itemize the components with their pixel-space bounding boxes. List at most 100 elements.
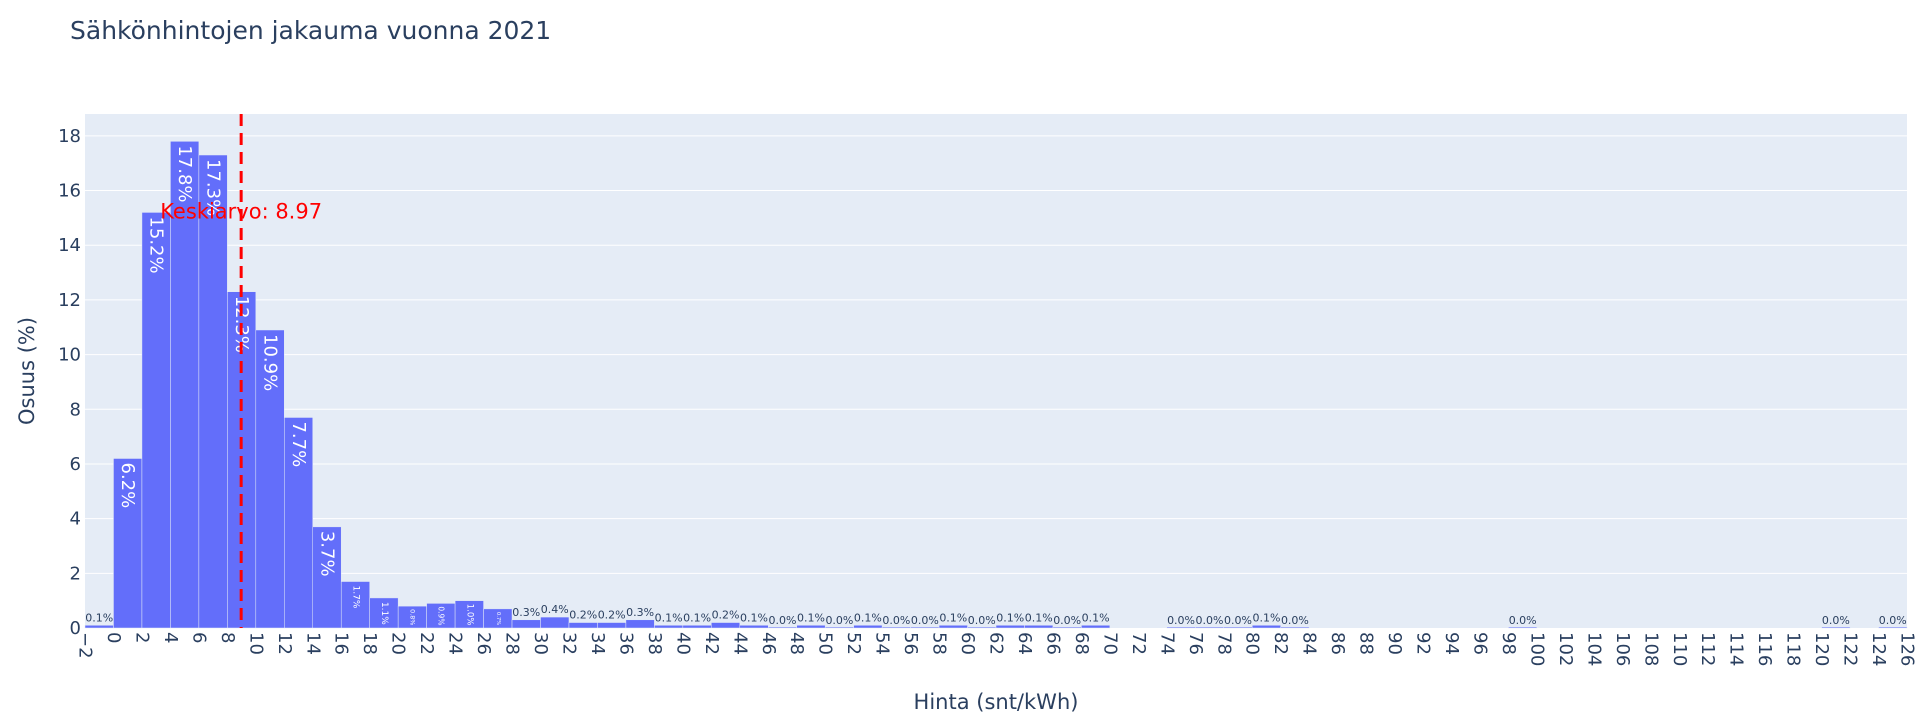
- histogram-bar: [825, 627, 853, 628]
- x-tick-label: 94: [1441, 632, 1462, 655]
- bar-value-label: 0.2%: [598, 609, 626, 622]
- x-tick-label: 36: [615, 632, 636, 655]
- y-tick-label: 8: [70, 399, 81, 420]
- x-tick-label: 74: [1156, 632, 1177, 655]
- plot-area: [85, 114, 1907, 628]
- histogram-bar: [1024, 625, 1052, 628]
- bar-value-label: 0.1%: [1252, 611, 1280, 624]
- x-tick-label: 60: [957, 632, 978, 655]
- bar-value-label: 0.1%: [683, 611, 711, 624]
- x-tick-label: −2: [75, 632, 96, 659]
- x-tick-label: 26: [473, 632, 494, 655]
- bar-value-label: 0.0%: [911, 614, 939, 627]
- histogram-bar: [1281, 627, 1309, 628]
- bar-value-label: 0.0%: [1224, 614, 1252, 627]
- y-tick-label: 2: [70, 563, 81, 584]
- x-tick-label: 38: [644, 632, 665, 655]
- x-tick-label: 78: [1213, 632, 1234, 655]
- x-tick-label: 44: [729, 632, 750, 655]
- y-tick-label: 6: [70, 454, 81, 475]
- y-tick-label: 10: [58, 345, 81, 366]
- x-tick-label: 62: [986, 632, 1007, 655]
- bar-value-label: 0.2%: [712, 609, 740, 622]
- x-tick-label: 90: [1384, 632, 1405, 655]
- bar-value-label: 0.0%: [1822, 614, 1850, 627]
- x-tick-label: 52: [843, 632, 864, 655]
- x-tick-label: 72: [1128, 632, 1149, 655]
- histogram-bar: [996, 625, 1024, 628]
- x-tick-label: 96: [1469, 632, 1490, 655]
- bar-value-label: 1.0%: [464, 604, 474, 626]
- x-tick-label: 40: [672, 632, 693, 655]
- bar-value-label: 0.3%: [512, 606, 540, 619]
- histogram-bar: [626, 620, 654, 628]
- bar-value-label: 10.9%: [260, 334, 281, 391]
- x-tick-label: 10: [245, 632, 266, 655]
- bar-value-label: 7.7%: [288, 421, 309, 467]
- histogram-bar: [541, 617, 569, 628]
- bar-value-label: 0.0%: [1167, 614, 1195, 627]
- y-tick-label: 18: [58, 126, 81, 147]
- mean-label: Keskiarvo: 8.97: [160, 199, 322, 223]
- bar-value-label: 1.1%: [379, 602, 389, 625]
- x-tick-label: 68: [1071, 632, 1092, 655]
- x-tick-label: 82: [1270, 632, 1291, 655]
- histogram-bar: [85, 625, 113, 628]
- bar-value-label: 0.1%: [854, 611, 882, 624]
- histogram-bar: [1195, 627, 1223, 628]
- y-tick-label: 16: [58, 181, 81, 202]
- x-tick-label: 30: [530, 632, 551, 655]
- x-tick-label: 100: [1526, 632, 1547, 666]
- histogram-bar: [683, 625, 711, 628]
- bar-value-label: 0.0%: [1281, 614, 1309, 627]
- x-tick-label: 8: [217, 632, 238, 643]
- x-tick-label: 18: [359, 632, 380, 655]
- bar-value-label: 0.3%: [626, 606, 654, 619]
- histogram-bar: [597, 623, 625, 628]
- x-axis-title: Hinta (snt/kWh): [914, 690, 1079, 714]
- x-tick-label: 0: [103, 632, 124, 643]
- x-tick-label: 122: [1840, 632, 1861, 666]
- bar-value-label: 0.9%: [436, 606, 445, 625]
- x-tick-label: 98: [1498, 632, 1519, 655]
- histogram-bar: [1508, 627, 1536, 628]
- histogram-bar: [512, 620, 540, 628]
- x-tick-label: 120: [1811, 632, 1832, 666]
- bar-value-label: 0.8%: [408, 609, 416, 625]
- bar-value-label: 0.0%: [1509, 614, 1537, 627]
- y-tick-label: 12: [58, 290, 81, 311]
- x-tick-label: 70: [1099, 632, 1120, 655]
- x-tick-label: 42: [701, 632, 722, 655]
- x-tick-label: 20: [388, 632, 409, 655]
- histogram-bar: [797, 625, 825, 628]
- x-tick-label: 118: [1783, 632, 1804, 666]
- x-tick-label: 64: [1014, 632, 1035, 655]
- bar-value-label: 15.2%: [146, 216, 167, 273]
- bar-value-label: 0.1%: [740, 611, 768, 624]
- x-tick-label: 126: [1897, 632, 1918, 666]
- x-tick-label: 50: [815, 632, 836, 655]
- bar-value-label: 0.1%: [655, 611, 683, 624]
- bar-value-label: 17.8%: [174, 145, 195, 202]
- x-tick-label: 14: [302, 632, 323, 655]
- histogram-bar: [1822, 627, 1850, 628]
- x-tick-label: 84: [1299, 632, 1320, 655]
- x-tick-label: 24: [445, 632, 466, 655]
- x-tick-label: 12: [274, 632, 295, 655]
- x-tick-label: 108: [1640, 632, 1661, 666]
- x-tick-label: 92: [1413, 632, 1434, 655]
- histogram-bar: [711, 623, 739, 628]
- x-axis-ticks: −2 0 2 4 6 8 10 12 14 16 18 20 22 24 26 28 30 32 34 36 38 40 4…: [75, 632, 1918, 666]
- bar-value-label: 0.1%: [85, 611, 113, 624]
- y-axis-title: Osuus (%): [15, 317, 39, 425]
- x-tick-label: 56: [900, 632, 921, 655]
- x-tick-label: 116: [1754, 632, 1775, 666]
- bar-value-label: 0.0%: [769, 614, 797, 627]
- x-tick-label: 88: [1356, 632, 1377, 655]
- histogram-bar: [968, 627, 996, 628]
- bar-value-label: 0.1%: [1082, 611, 1110, 624]
- x-tick-label: 124: [1868, 632, 1889, 666]
- x-tick-label: 2: [131, 632, 152, 643]
- histogram-bar: [1081, 625, 1109, 628]
- y-axis-ticks: 024681012141618: [58, 126, 81, 639]
